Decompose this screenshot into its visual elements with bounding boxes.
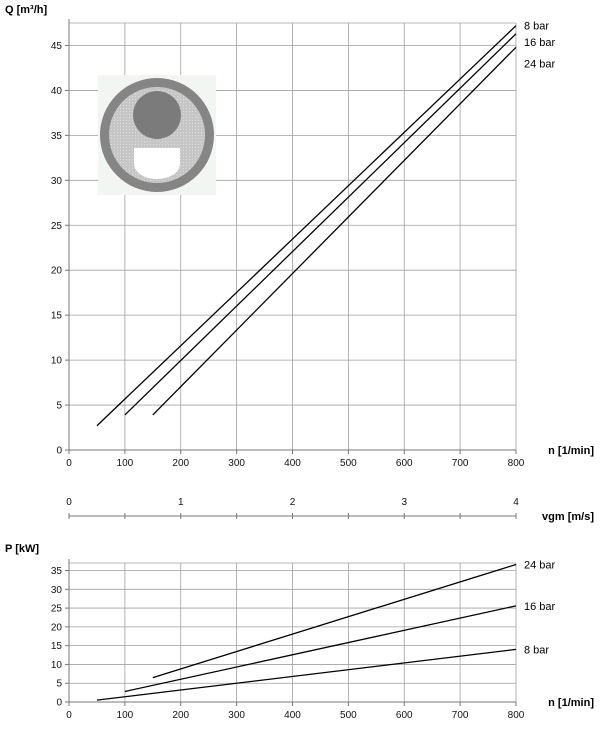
velocity-axis-tick-label: 0 [66, 497, 72, 508]
flow-rate-chart: 0 5 10 15 20 25 30 35 40 45 0 100 200 300 400 500 600 700… [5, 4, 594, 469]
flow-x-tick-label: 200 [172, 458, 189, 469]
power-y-tick-label: 35 [51, 566, 63, 577]
flow-y-tick-label: 35 [51, 131, 63, 142]
flow-series-line-8-bar [96, 25, 517, 427]
flow-x-tick-label: 600 [396, 458, 413, 469]
flow-series-label: 8 bar [524, 21, 549, 33]
power-y-tick-label: 25 [51, 604, 63, 615]
power-y-tick-label: 0 [56, 698, 62, 709]
power-series-label: 16 bar [524, 601, 556, 613]
power-y-tick-label: 30 [51, 585, 63, 596]
flow-series-line-16-bar [124, 33, 517, 416]
power-series-label: 8 bar [524, 644, 549, 656]
flow-y-tick-label: 20 [51, 266, 63, 277]
power-x-tick-label: 300 [228, 710, 245, 721]
flow-x-tick-label: 700 [452, 458, 469, 469]
velocity-axis-tick-label: 2 [290, 497, 296, 508]
flow-x-tick-label: 0 [66, 458, 72, 469]
flow-y-tick-label: 5 [56, 401, 62, 412]
power-series-line-16-bar [124, 605, 517, 693]
velocity-axis-title: vgm [m/s] [542, 511, 594, 523]
velocity-axis-tick-label: 3 [401, 497, 407, 508]
power-chart: 0 5 10 15 20 25 30 35 0 100 200 300 400 500 600 700 800 P… [5, 543, 594, 721]
power-y-tick-label: 5 [56, 679, 62, 690]
power-y-axis-title: P [kW] [5, 543, 39, 555]
flow-series-label: 24 bar [524, 58, 556, 70]
power-x-tick-label: 0 [66, 710, 72, 721]
power-series-label: 24 bar [524, 560, 556, 572]
flow-y-tick-label: 15 [51, 311, 63, 322]
flow-series-line-24-bar [152, 46, 517, 416]
flow-x-tick-label: 800 [508, 458, 525, 469]
power-y-tick-label: 20 [51, 622, 63, 633]
velocity-axis-tick-label: 1 [178, 497, 184, 508]
power-series-line-8-bar [96, 648, 517, 701]
power-x-tick-label: 800 [508, 710, 525, 721]
flow-y-tick-label: 40 [51, 86, 63, 97]
velocity-axis: 0 1 2 3 4 vgm [m/s] [66, 497, 594, 523]
flow-x-tick-label: 100 [117, 458, 134, 469]
flow-x-tick-label: 500 [340, 458, 357, 469]
power-x-tick-label: 400 [284, 710, 301, 721]
power-x-tick-label: 500 [340, 710, 357, 721]
flow-y-tick-label: 30 [51, 176, 63, 187]
flow-y-axis-title: Q [m³/h] [5, 4, 47, 16]
flow-series-label: 16 bar [524, 37, 556, 49]
flow-y-tick-label: 25 [51, 221, 63, 232]
power-series-line-24-bar [152, 563, 517, 679]
flow-x-axis-title: n [1/min] [548, 445, 594, 457]
flow-y-tick-label: 45 [51, 41, 63, 52]
power-x-tick-label: 200 [172, 710, 189, 721]
power-y-tick-label: 15 [51, 641, 63, 652]
power-y-tick-label: 10 [51, 660, 63, 671]
flow-x-tick-label: 400 [284, 458, 301, 469]
power-x-tick-label: 600 [396, 710, 413, 721]
flow-x-tick-label: 300 [228, 458, 245, 469]
power-x-tick-label: 100 [117, 710, 134, 721]
power-x-axis-title: n [1/min] [548, 697, 594, 709]
flow-y-tick-label: 0 [56, 446, 62, 457]
flow-y-tick-label: 10 [51, 356, 63, 367]
velocity-axis-tick-label: 4 [513, 497, 519, 508]
ball-valve-cross-section-icon [98, 75, 216, 195]
power-x-tick-label: 700 [452, 710, 469, 721]
